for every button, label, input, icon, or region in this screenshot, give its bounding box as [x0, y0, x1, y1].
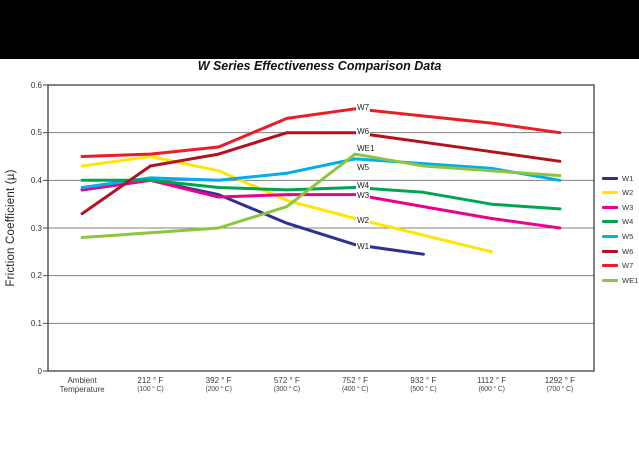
legend-item-w5: W5 — [602, 229, 633, 243]
series-line-w6 — [80, 131, 562, 216]
legend-swatch-w6 — [602, 249, 618, 253]
series-line-w7 — [80, 107, 562, 158]
legend-label-w2: W2 — [622, 188, 634, 198]
legend-item-w2: W2 — [602, 186, 633, 200]
x-tick-label-1: 212 ° F (100 ° C) — [137, 376, 164, 393]
x-tick-label-5: 932 ° F (500 ° C) — [410, 376, 437, 393]
top-black-band — [0, 0, 639, 59]
x-tick-label-4: 752 ° F (400 ° C) — [341, 376, 369, 393]
legend-swatch-w1 — [602, 176, 618, 180]
legend-item-we1: WE1 — [602, 273, 638, 287]
series-line-we1 — [80, 152, 562, 239]
x-tick-label-0: Ambient Temperature — [59, 376, 105, 394]
legend-swatch-w5 — [602, 234, 618, 238]
legend-item-w3: W3 — [602, 200, 633, 214]
series-line-w2 — [80, 155, 494, 254]
series-line-w5 — [80, 157, 562, 189]
y-tick-label-0.3: 0.3 — [30, 223, 42, 233]
legend-swatch-w4 — [602, 220, 618, 224]
legend-swatch-w7 — [602, 264, 618, 268]
y-tick-label-0.5: 0.5 — [30, 128, 42, 138]
line-label-w3: W3 — [356, 191, 371, 201]
line-label-w5: W5 — [356, 163, 371, 173]
line-label-we1: WE1 — [356, 144, 376, 154]
legend-label-w3: W3 — [622, 202, 634, 212]
line-label-w2: W2 — [356, 215, 371, 225]
x-tick-label-6: 1112 ° F (600 ° C) — [477, 376, 507, 393]
series-line-w3 — [80, 178, 562, 230]
legend-item-w1: W1 — [602, 171, 633, 185]
y-tick-label-0.6: 0.6 — [30, 80, 42, 90]
y-tick-label-0.4: 0.4 — [30, 175, 42, 185]
legend-label-w5: W5 — [622, 231, 634, 241]
x-tick-label-3: 572 ° F (300 ° C) — [273, 376, 301, 393]
legend-label-w7: W7 — [622, 261, 634, 271]
legend-label-w6: W6 — [622, 246, 634, 256]
legend-swatch-w2 — [602, 191, 618, 195]
legend-swatch-we1 — [602, 278, 618, 282]
x-tick-label-2: 392 ° F (200 ° C) — [205, 376, 232, 393]
x-tick-label-7: 1292 ° F (700 ° C) — [544, 376, 576, 393]
legend-swatch-w3 — [602, 205, 618, 209]
line-label-w4: W4 — [356, 180, 371, 190]
legend-item-w4: W4 — [602, 215, 633, 229]
line-label-w6: W6 — [356, 127, 371, 137]
y-tick-label-0: 0 — [37, 366, 42, 376]
line-label-w7: W7 — [356, 102, 371, 112]
legend-label-w4: W4 — [622, 217, 634, 227]
y-tick-label-0.2: 0.2 — [30, 271, 42, 281]
legend-label-w1: W1 — [622, 173, 634, 183]
y-tick-label-0.1: 0.1 — [30, 318, 42, 328]
series-line-w4 — [80, 178, 562, 211]
chart-title: W Series Effectiveness Comparison Data — [197, 59, 442, 73]
line-label-w1: W1 — [356, 241, 371, 251]
legend-item-w6: W6 — [602, 244, 633, 258]
legend-label-we1: WE1 — [622, 275, 639, 285]
plot-border — [47, 84, 595, 372]
legend-item-w7: W7 — [602, 259, 633, 273]
